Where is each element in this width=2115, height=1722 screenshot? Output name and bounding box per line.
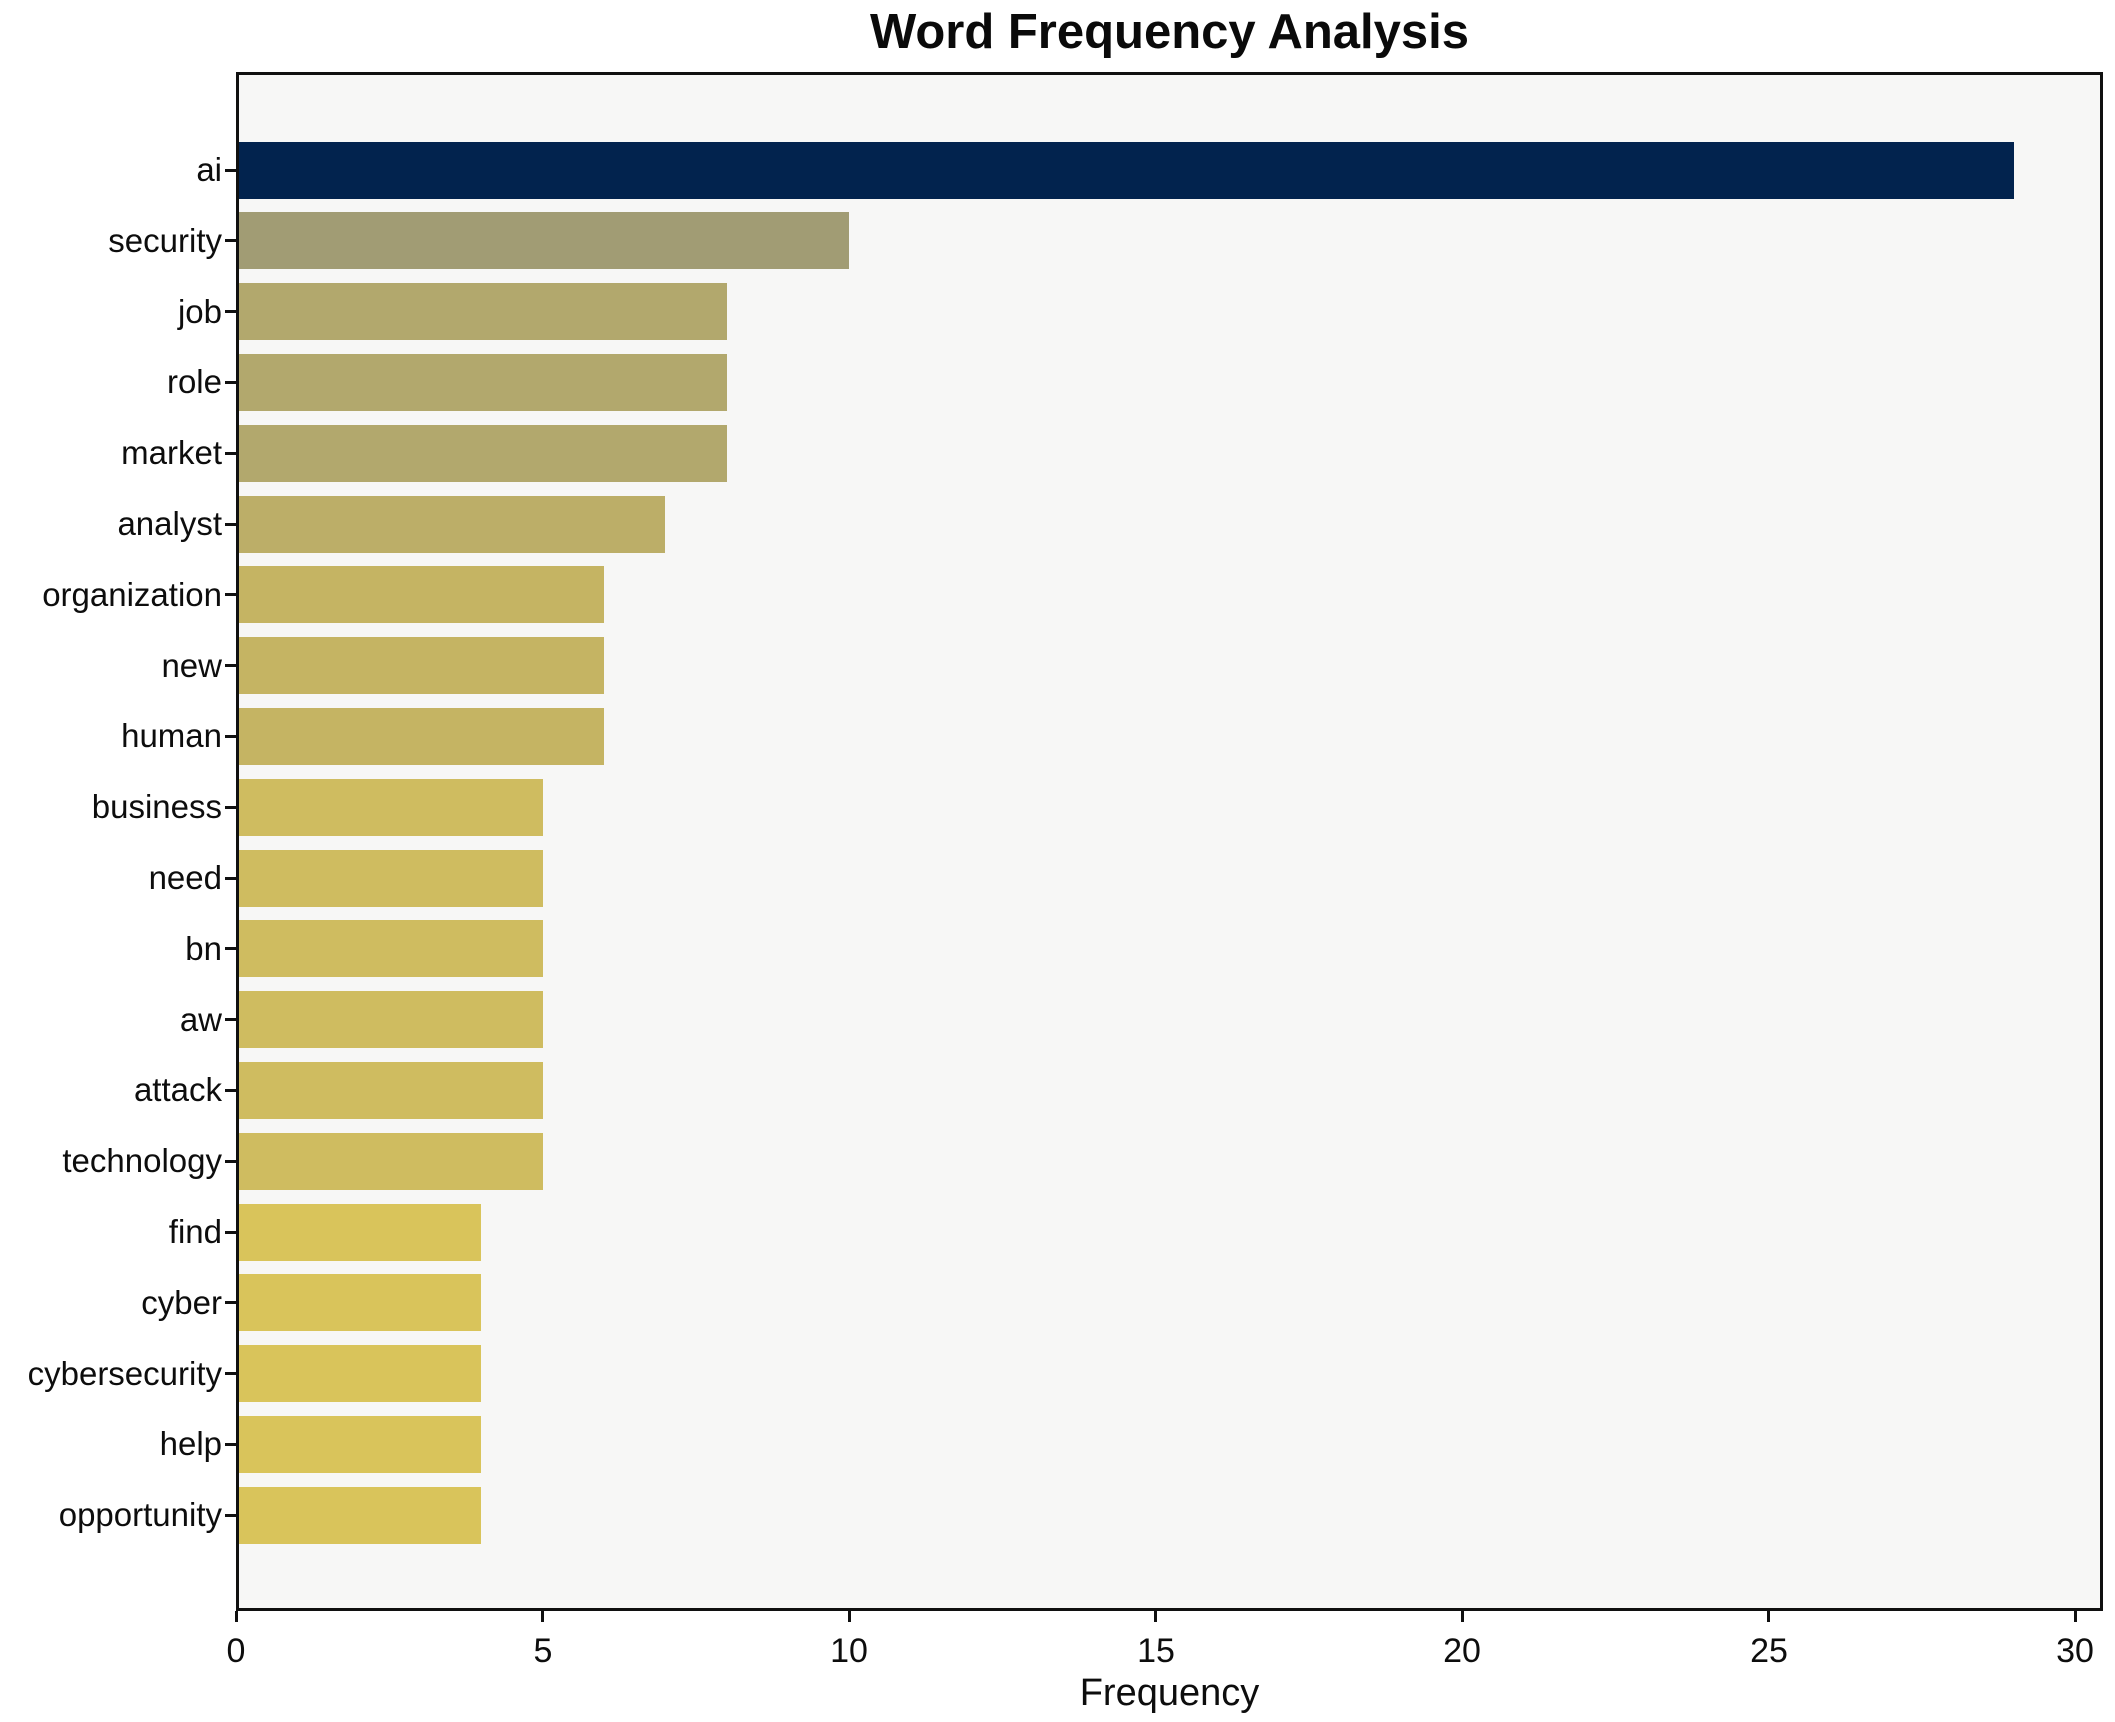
ytick-label-security: security bbox=[108, 222, 222, 259]
ytick-mark-help bbox=[225, 1443, 236, 1446]
ytick-label-analyst: analyst bbox=[117, 505, 222, 542]
ytick-mark-role bbox=[225, 381, 236, 384]
bar-attack bbox=[236, 1062, 543, 1119]
bar-cybersecurity bbox=[236, 1345, 481, 1402]
bar-new bbox=[236, 637, 604, 694]
xtick-label-25: 25 bbox=[1750, 1632, 1788, 1670]
xtick-label-15: 15 bbox=[1137, 1632, 1175, 1670]
ytick-label-technology: technology bbox=[62, 1142, 222, 1179]
ytick-mark-need bbox=[225, 877, 236, 880]
bar-aw bbox=[236, 991, 543, 1048]
bar-organization bbox=[236, 566, 604, 623]
ytick-mark-bn bbox=[225, 947, 236, 950]
xtick-label-30: 30 bbox=[2056, 1632, 2094, 1670]
ytick-label-opportunity: opportunity bbox=[58, 1496, 222, 1533]
bar-job bbox=[236, 283, 727, 340]
ytick-mark-aw bbox=[225, 1018, 236, 1021]
ytick-mark-find bbox=[225, 1231, 236, 1234]
bar-analyst bbox=[236, 496, 665, 553]
ytick-label-help: help bbox=[159, 1425, 222, 1462]
bar-technology bbox=[236, 1133, 543, 1190]
bar-bn bbox=[236, 920, 543, 977]
ytick-mark-new bbox=[225, 664, 236, 667]
xtick-mark-5 bbox=[541, 1611, 544, 1622]
chart-title: Word Frequency Analysis bbox=[869, 5, 1470, 59]
bar-find bbox=[236, 1204, 481, 1261]
bar-security bbox=[236, 212, 849, 269]
ytick-label-human: human bbox=[121, 717, 222, 754]
ytick-label-organization: organization bbox=[42, 576, 222, 613]
ytick-label-cybersecurity: cybersecurity bbox=[27, 1355, 222, 1392]
ytick-label-aw: aw bbox=[179, 1001, 222, 1038]
ytick-mark-business bbox=[225, 806, 236, 809]
ytick-mark-market bbox=[225, 452, 236, 455]
bar-opportunity bbox=[236, 1487, 481, 1544]
ytick-mark-attack bbox=[225, 1089, 236, 1092]
xtick-mark-25 bbox=[1767, 1611, 1770, 1622]
ytick-label-ai: ai bbox=[196, 151, 222, 188]
ytick-label-market: market bbox=[121, 434, 222, 471]
bar-human bbox=[236, 708, 604, 765]
bar-layer bbox=[236, 72, 2103, 1611]
ytick-label-role: role bbox=[166, 363, 222, 400]
xtick-label-5: 5 bbox=[533, 1632, 553, 1670]
bar-market bbox=[236, 425, 727, 482]
ytick-mark-organization bbox=[225, 593, 236, 596]
xtick-label-20: 20 bbox=[1443, 1632, 1481, 1670]
ytick-mark-cybersecurity bbox=[225, 1372, 236, 1375]
ytick-mark-ai bbox=[225, 169, 236, 172]
ytick-label-need: need bbox=[148, 859, 222, 896]
ytick-mark-cyber bbox=[225, 1301, 236, 1304]
bar-need bbox=[236, 850, 543, 907]
ytick-mark-human bbox=[225, 735, 236, 738]
bar-cyber bbox=[236, 1274, 481, 1331]
ytick-mark-analyst bbox=[225, 523, 236, 526]
xtick-mark-0 bbox=[235, 1611, 238, 1622]
xtick-label-10: 10 bbox=[830, 1632, 868, 1670]
xtick-mark-30 bbox=[2074, 1611, 2077, 1622]
bar-role bbox=[236, 354, 727, 411]
ytick-label-cyber: cyber bbox=[141, 1284, 222, 1321]
xtick-label-0: 0 bbox=[226, 1632, 246, 1670]
ytick-label-find: find bbox=[168, 1213, 222, 1250]
xtick-mark-15 bbox=[1154, 1611, 1157, 1622]
ytick-mark-job bbox=[225, 310, 236, 313]
ytick-label-bn: bn bbox=[185, 930, 222, 967]
ytick-label-new: new bbox=[161, 647, 222, 684]
bar-ai bbox=[236, 142, 2014, 199]
bar-help bbox=[236, 1416, 481, 1473]
ytick-label-attack: attack bbox=[133, 1071, 222, 1108]
xtick-mark-10 bbox=[848, 1611, 851, 1622]
bar-business bbox=[236, 779, 543, 836]
ytick-label-business: business bbox=[91, 788, 222, 825]
ytick-mark-technology bbox=[225, 1160, 236, 1163]
xtick-mark-20 bbox=[1461, 1611, 1464, 1622]
x-axis-title: Frequency bbox=[1079, 1672, 1260, 1714]
ytick-mark-opportunity bbox=[225, 1514, 236, 1517]
ytick-mark-security bbox=[225, 239, 236, 242]
ytick-label-job: job bbox=[177, 293, 222, 330]
